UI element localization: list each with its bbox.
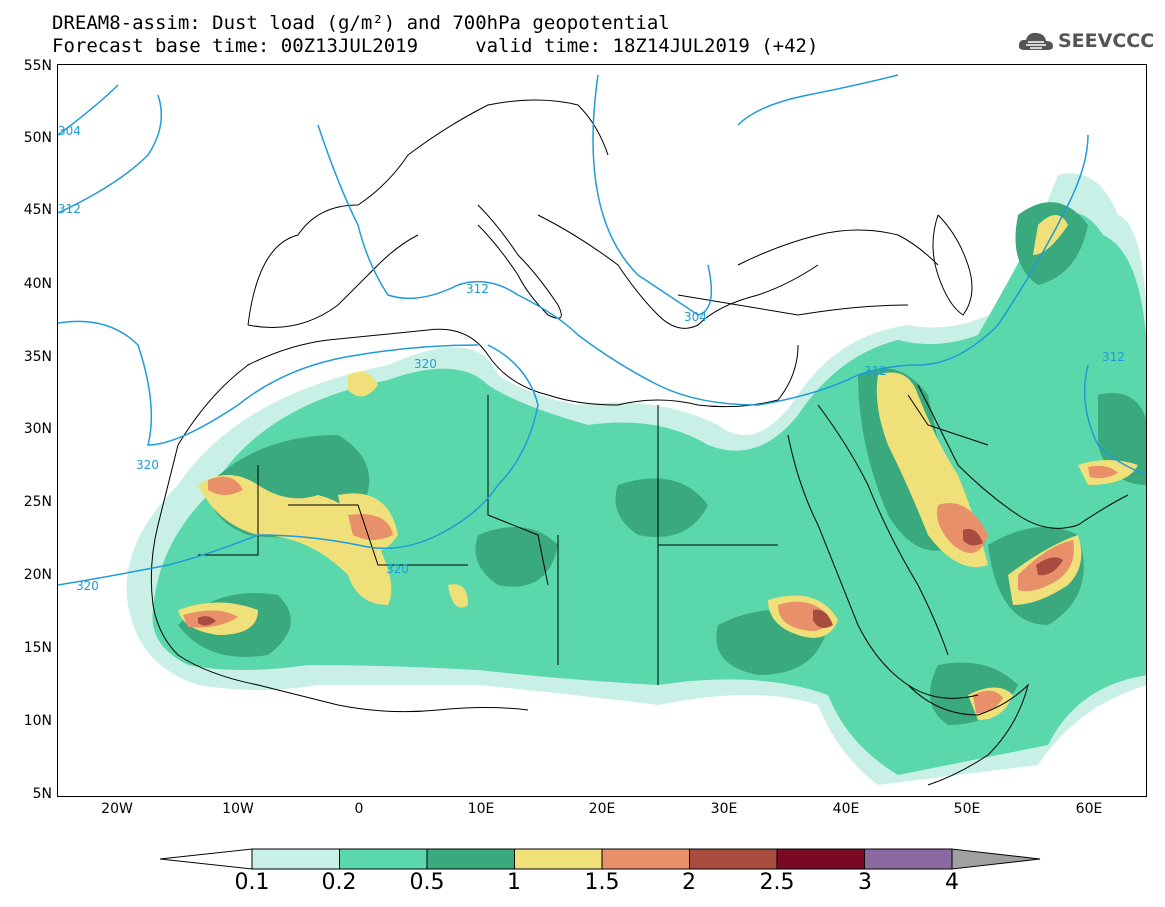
contour-labels: 304 312 320 312 304 312 320 320 320 312 — [58, 124, 1125, 593]
colorbar-cell — [776, 848, 865, 870]
lon-label: 60E — [1075, 801, 1103, 817]
contour-312-east — [1083, 364, 1146, 476]
contour-label: 304 — [58, 124, 81, 138]
contour-label: 320 — [136, 458, 159, 472]
lat-label: 10N — [23, 713, 52, 729]
lon-label: 40E — [832, 801, 860, 817]
colorbar-tick: 2 — [682, 870, 696, 895]
colorbar-tick: 3 — [858, 870, 872, 895]
forecast-times: Forecast base time: 00Z13JUL2019 valid t… — [52, 35, 819, 57]
lat-label: 35N — [23, 349, 52, 365]
lat-label: 30N — [23, 421, 52, 437]
colorbar-min-triangle — [160, 848, 253, 870]
logo-text: SEEVCCC — [1058, 30, 1155, 52]
contour-label: 312 — [864, 364, 887, 378]
lat-label: 55N — [23, 58, 52, 74]
colorbar-tick: 0.5 — [409, 870, 445, 895]
lon-label: 10E — [467, 801, 495, 817]
cloud-icon — [1018, 32, 1053, 50]
contour-label: 320 — [386, 562, 409, 576]
lon-label: 20E — [588, 801, 616, 817]
contour-304-ne — [737, 74, 899, 126]
lon-label: 10W — [222, 801, 254, 817]
colorbar-cell — [251, 848, 340, 870]
contour-304-west — [58, 84, 119, 136]
contour-320-west — [58, 320, 479, 446]
lat-label: 25N — [23, 494, 52, 510]
contour-320-mid — [58, 344, 539, 586]
contour-label: 304 — [684, 310, 707, 324]
lat-label: 15N — [23, 640, 52, 656]
dust-map: 304 312 320 312 304 312 320 320 320 312 — [58, 74, 1146, 786]
contour-label: 320 — [76, 579, 99, 593]
colorbar-cell — [864, 848, 953, 870]
dust-2.0-regions — [198, 528, 1063, 629]
contour-label: 312 — [466, 282, 489, 296]
lon-label: 50E — [953, 801, 981, 817]
colorbar — [160, 848, 1041, 870]
colorbar-tick: 2.5 — [759, 870, 795, 895]
colorbar-max-triangle — [951, 848, 1041, 870]
lat-label: 45N — [23, 202, 52, 218]
colorbar-tick: 1.5 — [584, 870, 620, 895]
contour-312-central — [317, 124, 1089, 406]
contour-label: 312 — [58, 202, 81, 216]
contour-label: 312 — [1102, 350, 1125, 364]
colorbar-tick: 1 — [507, 870, 521, 895]
colorbar-tick: 4 — [945, 870, 959, 895]
lon-label: 20W — [101, 801, 133, 817]
dust-layer — [126, 173, 1146, 785]
colorbar-cell — [514, 848, 603, 870]
contour-304-east — [592, 74, 713, 316]
colorbar-cell — [689, 848, 778, 870]
contour-312-west — [58, 94, 163, 214]
colorbar-cell — [339, 848, 428, 870]
colorbar-cell — [601, 848, 690, 870]
chart-title: DREAM8-assim: Dust load (g/m²) and 700hP… — [52, 12, 670, 34]
lat-label: 20N — [23, 567, 52, 583]
colorbar-tick: 0.1 — [234, 870, 270, 895]
lon-label: 0 — [354, 801, 364, 817]
map-panel: 304 312 320 312 304 312 320 320 320 312 — [57, 64, 1147, 797]
lat-label: 40N — [23, 276, 52, 292]
colorbar-cell — [426, 848, 515, 870]
contour-label: 320 — [414, 357, 437, 371]
lat-label: 50N — [23, 130, 52, 146]
lat-label: 5N — [32, 786, 52, 802]
lon-label: 30E — [710, 801, 738, 817]
colorbar-tick: 0.2 — [321, 870, 357, 895]
coastlines — [150, 99, 1129, 786]
geopotential-contours — [58, 74, 1146, 586]
